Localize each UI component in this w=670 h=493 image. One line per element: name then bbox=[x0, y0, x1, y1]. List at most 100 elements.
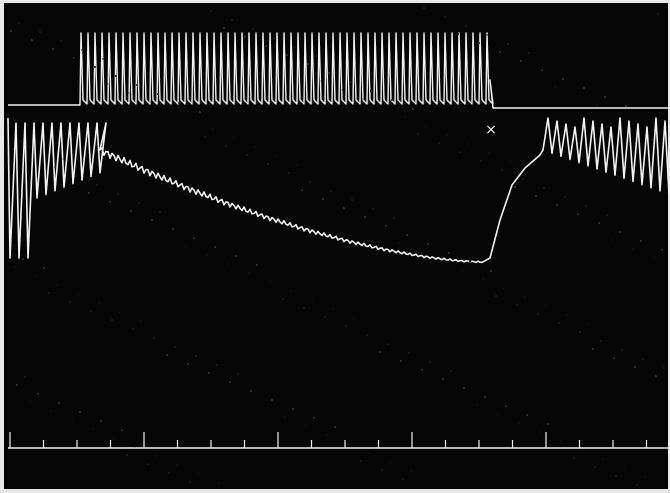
grain bbox=[486, 34, 488, 36]
grain bbox=[159, 211, 161, 213]
grain bbox=[469, 261, 471, 263]
grain bbox=[663, 367, 665, 369]
grain bbox=[391, 99, 393, 101]
grain bbox=[363, 99, 364, 100]
grain bbox=[360, 460, 362, 462]
grain bbox=[33, 157, 35, 159]
grain bbox=[249, 273, 250, 274]
grain bbox=[349, 81, 351, 83]
grain bbox=[520, 60, 522, 62]
grain bbox=[285, 417, 286, 418]
grain bbox=[22, 258, 24, 260]
grain bbox=[78, 294, 79, 295]
grain bbox=[138, 202, 140, 204]
grain bbox=[189, 481, 191, 483]
grain bbox=[256, 264, 258, 266]
grain bbox=[619, 231, 621, 233]
grain bbox=[579, 331, 581, 333]
grain bbox=[315, 55, 317, 57]
grain bbox=[480, 160, 482, 162]
grain bbox=[195, 355, 197, 357]
grain bbox=[186, 246, 187, 247]
grain bbox=[301, 189, 303, 191]
grain bbox=[577, 213, 579, 215]
grain bbox=[141, 321, 142, 322]
grain bbox=[562, 78, 564, 80]
grain bbox=[543, 187, 545, 189]
grain bbox=[369, 453, 370, 454]
grain bbox=[405, 117, 406, 118]
grain bbox=[265, 45, 267, 47]
grain bbox=[42, 150, 43, 151]
grain bbox=[216, 364, 218, 366]
grain bbox=[342, 90, 343, 91]
grain bbox=[109, 201, 111, 203]
grain bbox=[600, 340, 602, 342]
grain bbox=[364, 216, 366, 218]
grain bbox=[252, 28, 254, 30]
grain bbox=[597, 105, 598, 106]
grain bbox=[438, 142, 440, 144]
grain bbox=[417, 133, 419, 135]
grain bbox=[321, 81, 322, 82]
grain bbox=[444, 16, 446, 18]
grain bbox=[421, 369, 423, 371]
grain bbox=[546, 306, 547, 307]
grain bbox=[303, 307, 305, 309]
grain bbox=[309, 181, 311, 183]
grain bbox=[390, 462, 391, 463]
grain bbox=[594, 466, 596, 468]
grain bbox=[93, 429, 94, 430]
grain bbox=[288, 172, 290, 174]
grain bbox=[564, 196, 566, 198]
grain bbox=[15, 267, 16, 268]
grain bbox=[583, 87, 585, 89]
grain bbox=[423, 7, 425, 9]
grain bbox=[88, 192, 90, 194]
grain bbox=[79, 411, 81, 413]
grain bbox=[655, 375, 657, 377]
grain bbox=[210, 10, 212, 12]
grain bbox=[333, 309, 334, 310]
grain bbox=[102, 58, 104, 60]
grain bbox=[43, 267, 45, 269]
grain bbox=[402, 478, 404, 480]
grain bbox=[99, 303, 100, 304]
grain bbox=[477, 405, 478, 406]
grain bbox=[72, 420, 73, 421]
grain bbox=[312, 300, 313, 301]
grain bbox=[100, 420, 102, 422]
grain bbox=[130, 210, 132, 212]
grain bbox=[115, 75, 117, 77]
grain bbox=[153, 337, 155, 339]
grain bbox=[96, 184, 98, 186]
grain bbox=[624, 468, 625, 469]
grain bbox=[585, 205, 587, 207]
grain bbox=[12, 148, 14, 150]
grain bbox=[334, 426, 336, 428]
grain bbox=[223, 27, 225, 29]
grain bbox=[39, 31, 41, 33]
grain bbox=[567, 315, 568, 316]
grain bbox=[387, 343, 389, 345]
grain bbox=[660, 132, 661, 133]
grain bbox=[634, 366, 636, 368]
grain bbox=[432, 480, 433, 481]
grain bbox=[541, 69, 543, 71]
grain bbox=[573, 457, 575, 459]
grain bbox=[54, 166, 56, 168]
grain bbox=[75, 175, 77, 177]
grain bbox=[235, 255, 237, 257]
grain bbox=[636, 484, 638, 486]
grain bbox=[276, 156, 277, 157]
kymograph-record: × bbox=[0, 0, 670, 493]
grain bbox=[640, 240, 642, 242]
grain bbox=[10, 30, 12, 32]
grain bbox=[193, 237, 195, 239]
grain bbox=[457, 33, 459, 35]
grain bbox=[228, 264, 229, 265]
grain bbox=[555, 87, 556, 88]
grain bbox=[525, 297, 526, 298]
grain bbox=[31, 39, 33, 41]
grain bbox=[399, 243, 400, 244]
